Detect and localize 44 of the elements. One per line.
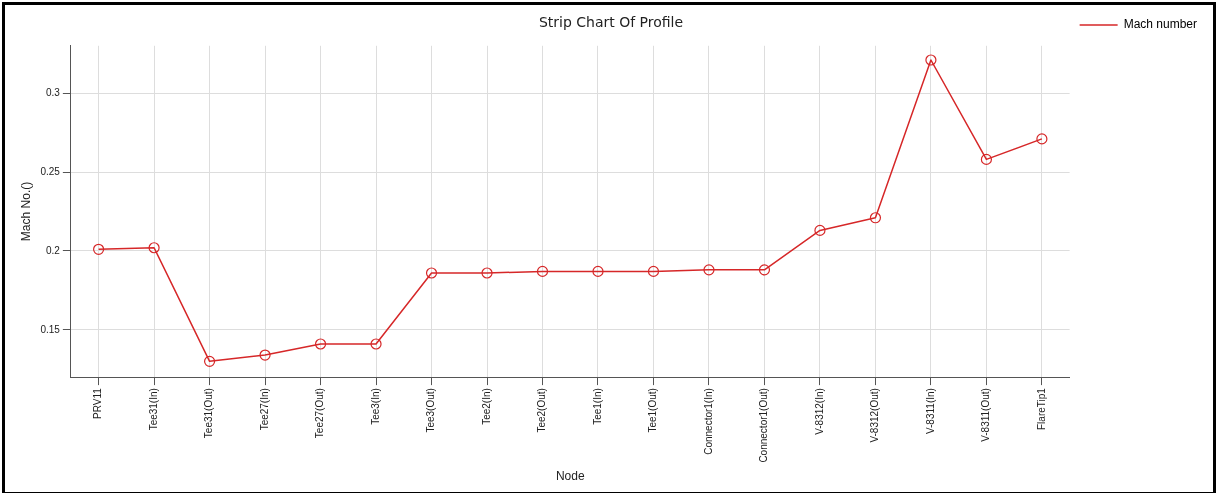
point <box>814 224 826 236</box>
x-tick-label: Tee31(Out) <box>203 388 215 439</box>
x-tick-label: Tee1(In) <box>591 388 603 425</box>
point <box>425 267 438 279</box>
point <box>203 355 216 367</box>
point <box>314 338 327 350</box>
x-tick-label: Tee3(Out) <box>425 388 437 433</box>
point <box>758 264 771 276</box>
y-axis-title: Mach No.() <box>18 181 33 242</box>
point <box>1036 133 1048 145</box>
x-tick-label: V-8311(In) <box>924 388 936 435</box>
point <box>259 349 271 361</box>
x-tick-label: Tee3(In) <box>369 388 381 425</box>
x-tick-label: Tee27(Out) <box>314 388 326 439</box>
point <box>980 153 992 165</box>
point <box>592 265 604 278</box>
x-tick-label: Tee2(Out) <box>536 388 548 433</box>
y-tick-label: 0.25 <box>40 165 61 177</box>
point <box>869 212 882 224</box>
chart-title: Strip Chart Of Profile <box>538 14 684 31</box>
point <box>536 265 549 278</box>
point <box>647 265 660 278</box>
y-tick-label: 0.3 <box>45 86 61 98</box>
legend-label: Mach number <box>1123 17 1198 32</box>
point <box>703 264 715 276</box>
point <box>148 242 160 254</box>
y-tick-label: 0.2 <box>45 244 61 256</box>
x-tick-label: Tee2(In) <box>480 388 492 425</box>
x-axis-title: Node <box>555 469 585 484</box>
point <box>93 243 105 255</box>
x-tick-label: Connector1(Out) <box>758 388 770 463</box>
x-tick-label: PRV11 <box>92 387 104 419</box>
x-tick-label: Tee31(In) <box>147 388 159 431</box>
x-tick-label: Tee27(In) <box>258 388 270 431</box>
y-tick-label: 0.15 <box>40 323 61 335</box>
point <box>370 338 382 350</box>
x-tick-label: Tee1(Out) <box>647 388 659 433</box>
point <box>925 54 937 66</box>
x-tick-label: V-8311(Out) <box>980 388 992 442</box>
x-tick-label: FlareTip1 <box>1035 387 1047 430</box>
x-tick-label: V-8312(In) <box>813 388 825 435</box>
x-tick-label: V-8312(Out) <box>869 388 881 443</box>
point <box>481 267 493 279</box>
x-tick-label: Connector1(In) <box>702 388 714 455</box>
